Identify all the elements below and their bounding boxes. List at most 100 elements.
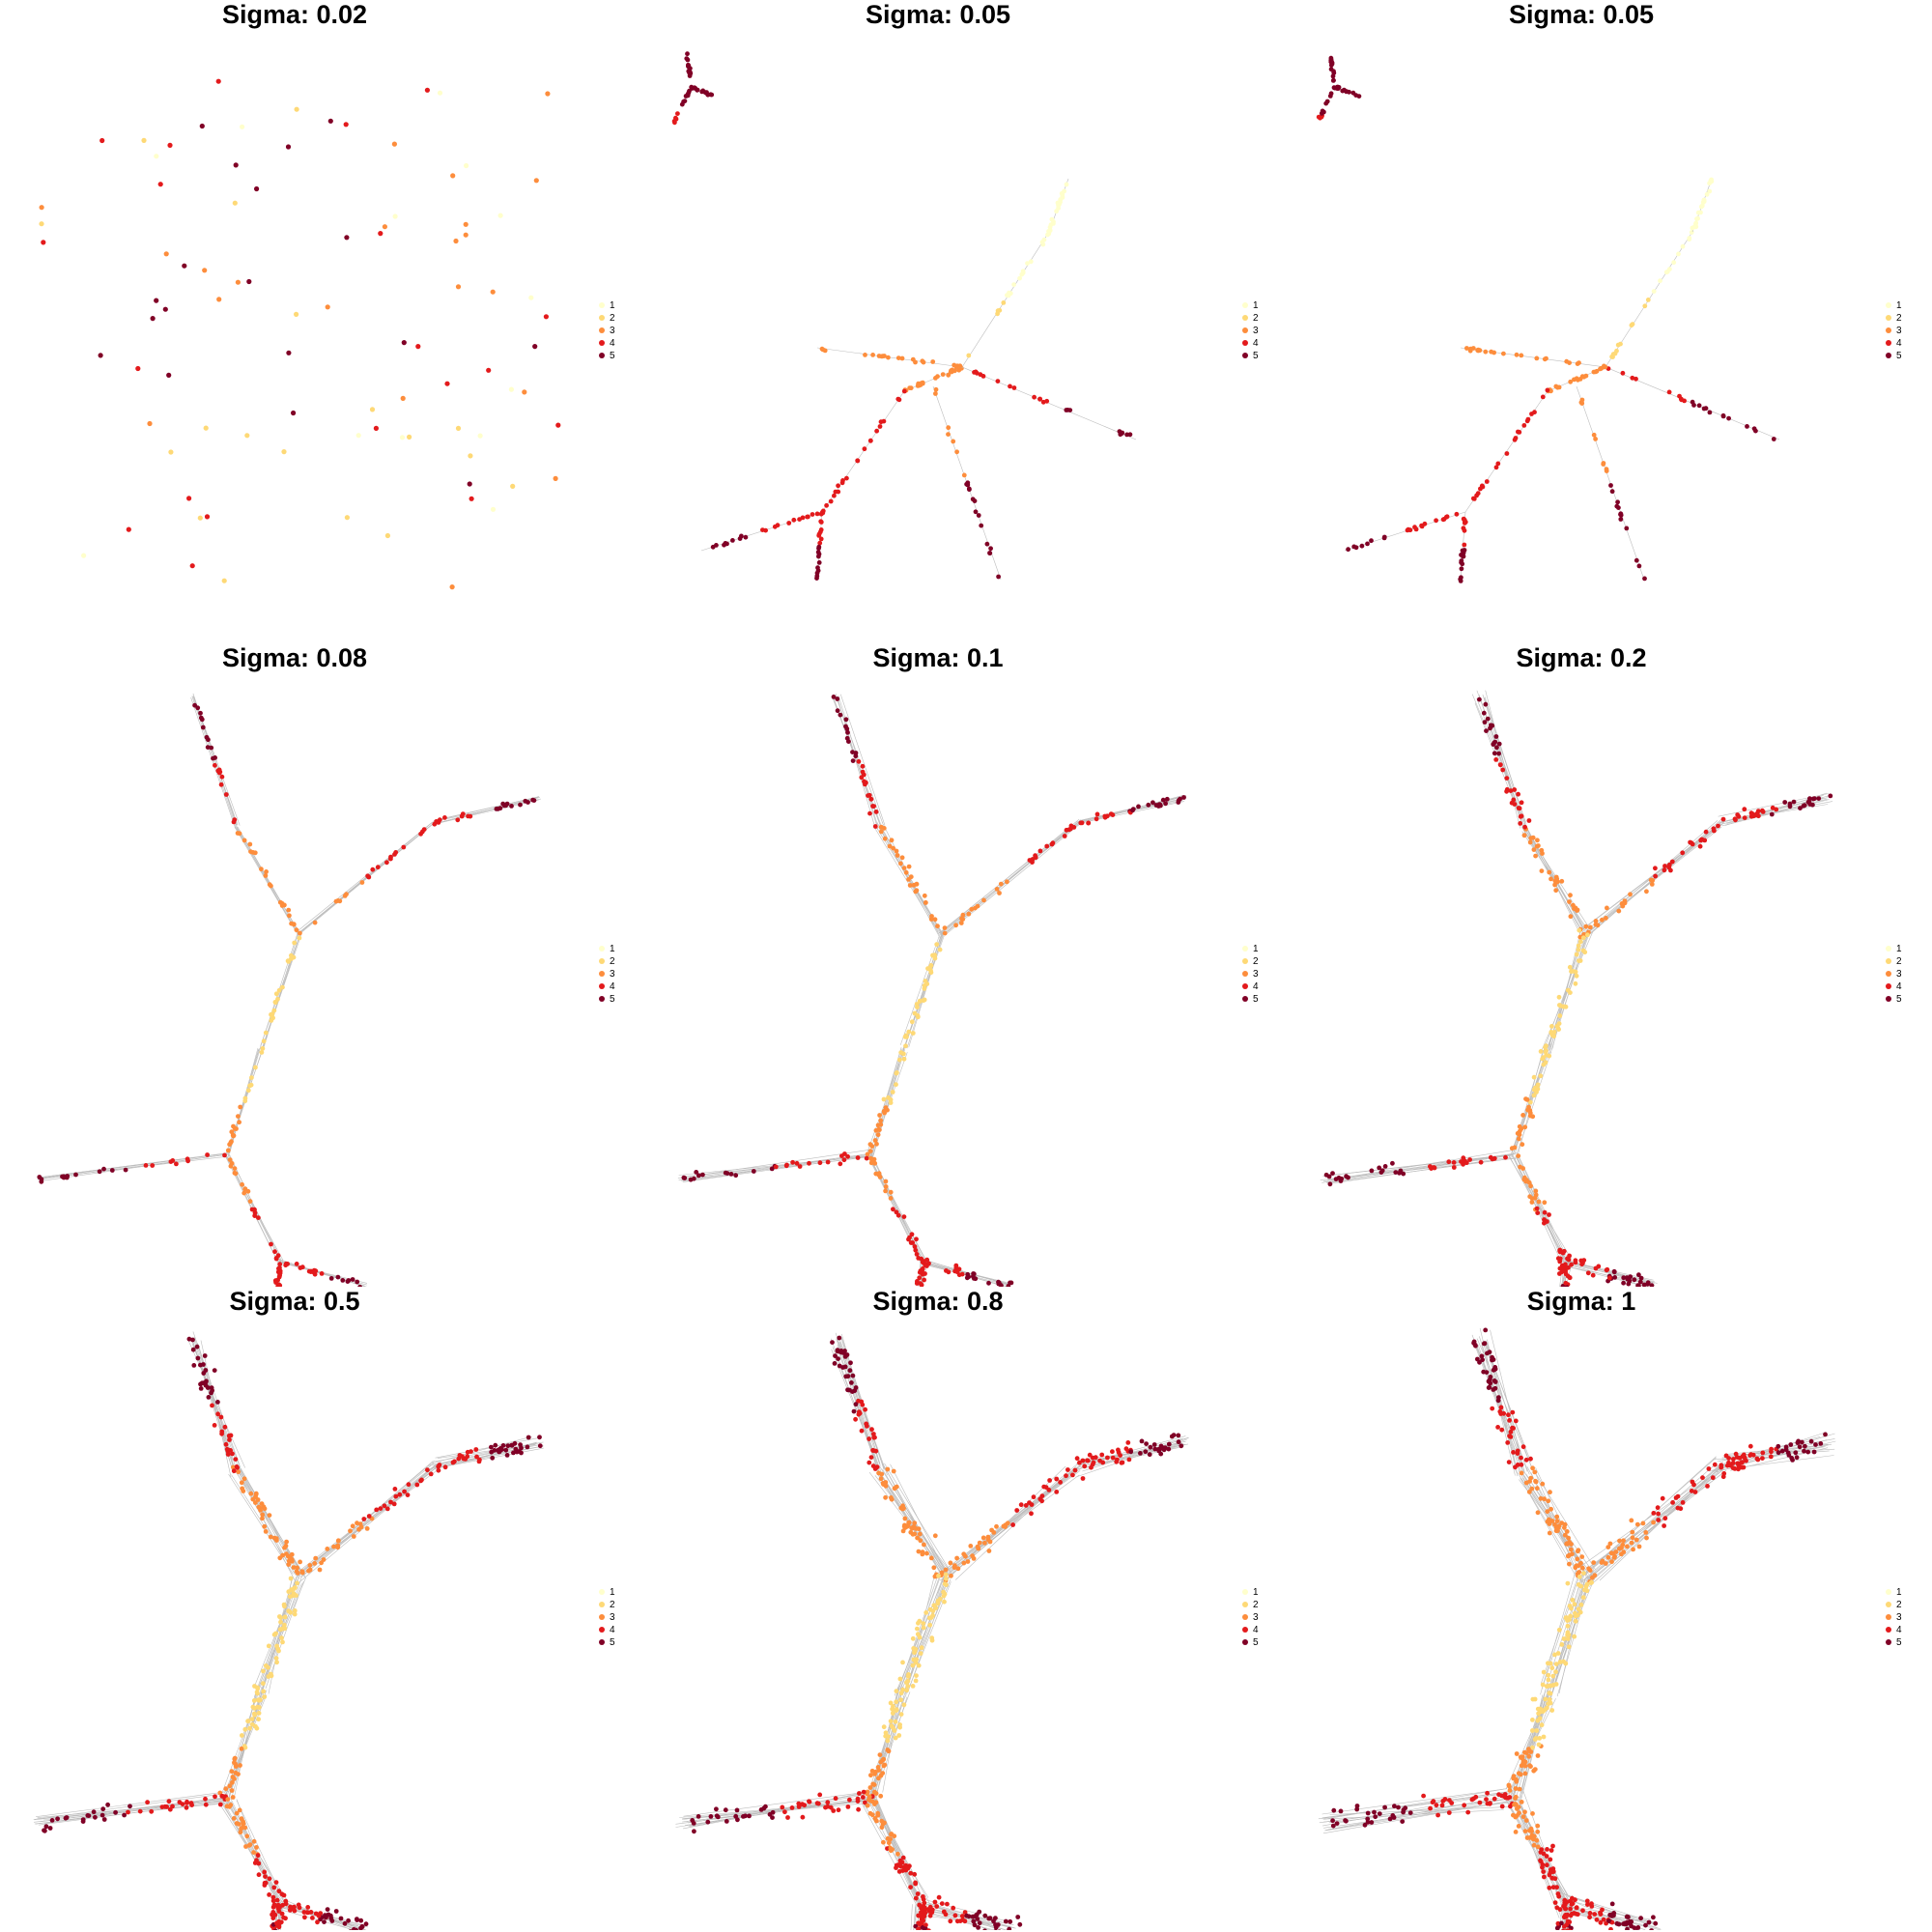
graph-edge [904, 1570, 947, 1695]
graph-edge [870, 1795, 932, 1907]
data-point [1601, 462, 1606, 467]
data-point [373, 425, 379, 431]
data-point [1331, 69, 1336, 74]
legend-item: 3 [599, 325, 615, 337]
data-point [1520, 1142, 1525, 1148]
data-point [276, 987, 282, 993]
data-point [1082, 1463, 1088, 1469]
data-point [1605, 1266, 1610, 1272]
data-point [277, 1262, 283, 1267]
data-point [1673, 1495, 1679, 1500]
data-point [99, 137, 105, 144]
data-point [1536, 1742, 1542, 1747]
data-point [1323, 1172, 1329, 1178]
data-point [1585, 932, 1590, 938]
data-point [844, 475, 849, 481]
data-point [1565, 1553, 1571, 1559]
data-point [1493, 757, 1499, 762]
graph-edge [1460, 347, 1606, 368]
data-point [988, 546, 993, 552]
data-point [1802, 1448, 1806, 1454]
data-point [1484, 1370, 1490, 1375]
data-point [1591, 369, 1597, 375]
data-point [1519, 1470, 1524, 1476]
data-point [1609, 489, 1615, 495]
data-point [1552, 1900, 1558, 1905]
data-point [91, 1809, 97, 1815]
data-point [877, 424, 883, 429]
data-point [936, 1894, 942, 1900]
data-point [998, 881, 1004, 887]
data-point [743, 534, 749, 540]
data-point [532, 344, 538, 350]
chart-panel: Sigma: 0.2 1 2 3 4 5 [1287, 643, 1930, 1287]
data-point [1690, 1479, 1695, 1485]
legend-item: 2 [1242, 955, 1259, 968]
legend-label: 2 [1253, 1600, 1259, 1610]
data-point [1634, 376, 1638, 382]
data-point [393, 1493, 399, 1499]
data-point [1712, 1462, 1718, 1467]
data-point [1497, 762, 1503, 768]
data-point [211, 755, 215, 761]
graph-edge [191, 696, 237, 828]
data-point [382, 1503, 387, 1509]
data-point [1576, 1606, 1581, 1612]
graph-edge [1485, 1343, 1532, 1463]
data-point [997, 891, 1002, 895]
data-point [875, 1122, 881, 1128]
data-point [1522, 824, 1527, 830]
graph-edge [261, 1579, 299, 1691]
data-point [860, 763, 866, 769]
data-point [279, 1635, 284, 1640]
legend-swatch [599, 983, 605, 990]
data-point [1509, 800, 1515, 806]
data-point [1532, 410, 1537, 415]
data-point [1621, 1275, 1627, 1281]
data-point [1492, 1155, 1497, 1161]
graph-edge [872, 1048, 904, 1158]
data-point [927, 1904, 933, 1910]
data-point [1545, 1509, 1550, 1515]
data-point [1536, 843, 1541, 848]
data-point [1769, 1446, 1774, 1452]
data-point [319, 1271, 325, 1276]
data-point [528, 295, 534, 300]
data-point [1496, 751, 1501, 756]
data-point [1730, 1461, 1736, 1465]
data-point [1632, 1277, 1637, 1283]
data-point [1577, 939, 1583, 945]
panel-title: Sigma: 0.05 [865, 0, 1011, 29]
data-point [1381, 535, 1387, 541]
data-point [1090, 1462, 1095, 1467]
data-point [700, 1172, 705, 1178]
data-point [895, 355, 901, 360]
legend-label: 3 [1253, 1612, 1259, 1623]
data-point [1535, 1844, 1541, 1850]
data-point [388, 854, 393, 860]
data-point [1008, 1918, 1013, 1924]
data-point [1519, 1800, 1524, 1804]
graph-edge [36, 1791, 230, 1817]
data-point [1495, 461, 1501, 467]
data-point [912, 1649, 918, 1654]
data-point [900, 1855, 906, 1861]
data-point [1616, 505, 1621, 510]
graph-edge [262, 932, 302, 1049]
data-point [1432, 1165, 1437, 1171]
data-point [816, 533, 822, 538]
legend-label: 2 [1253, 956, 1259, 967]
data-point [229, 1788, 235, 1793]
data-point [496, 807, 500, 811]
panel-title: Sigma: 0.8 [872, 1287, 1004, 1316]
data-point [1526, 818, 1532, 823]
data-point [832, 1361, 838, 1366]
data-point [340, 1278, 346, 1283]
graph-edge [437, 797, 540, 824]
data-point [278, 1619, 283, 1625]
data-point [687, 70, 693, 74]
data-point [1564, 1541, 1569, 1547]
legend-label: 1 [610, 1587, 615, 1598]
data-point [1731, 1457, 1736, 1462]
scatter-plot [675, 1332, 1189, 1930]
